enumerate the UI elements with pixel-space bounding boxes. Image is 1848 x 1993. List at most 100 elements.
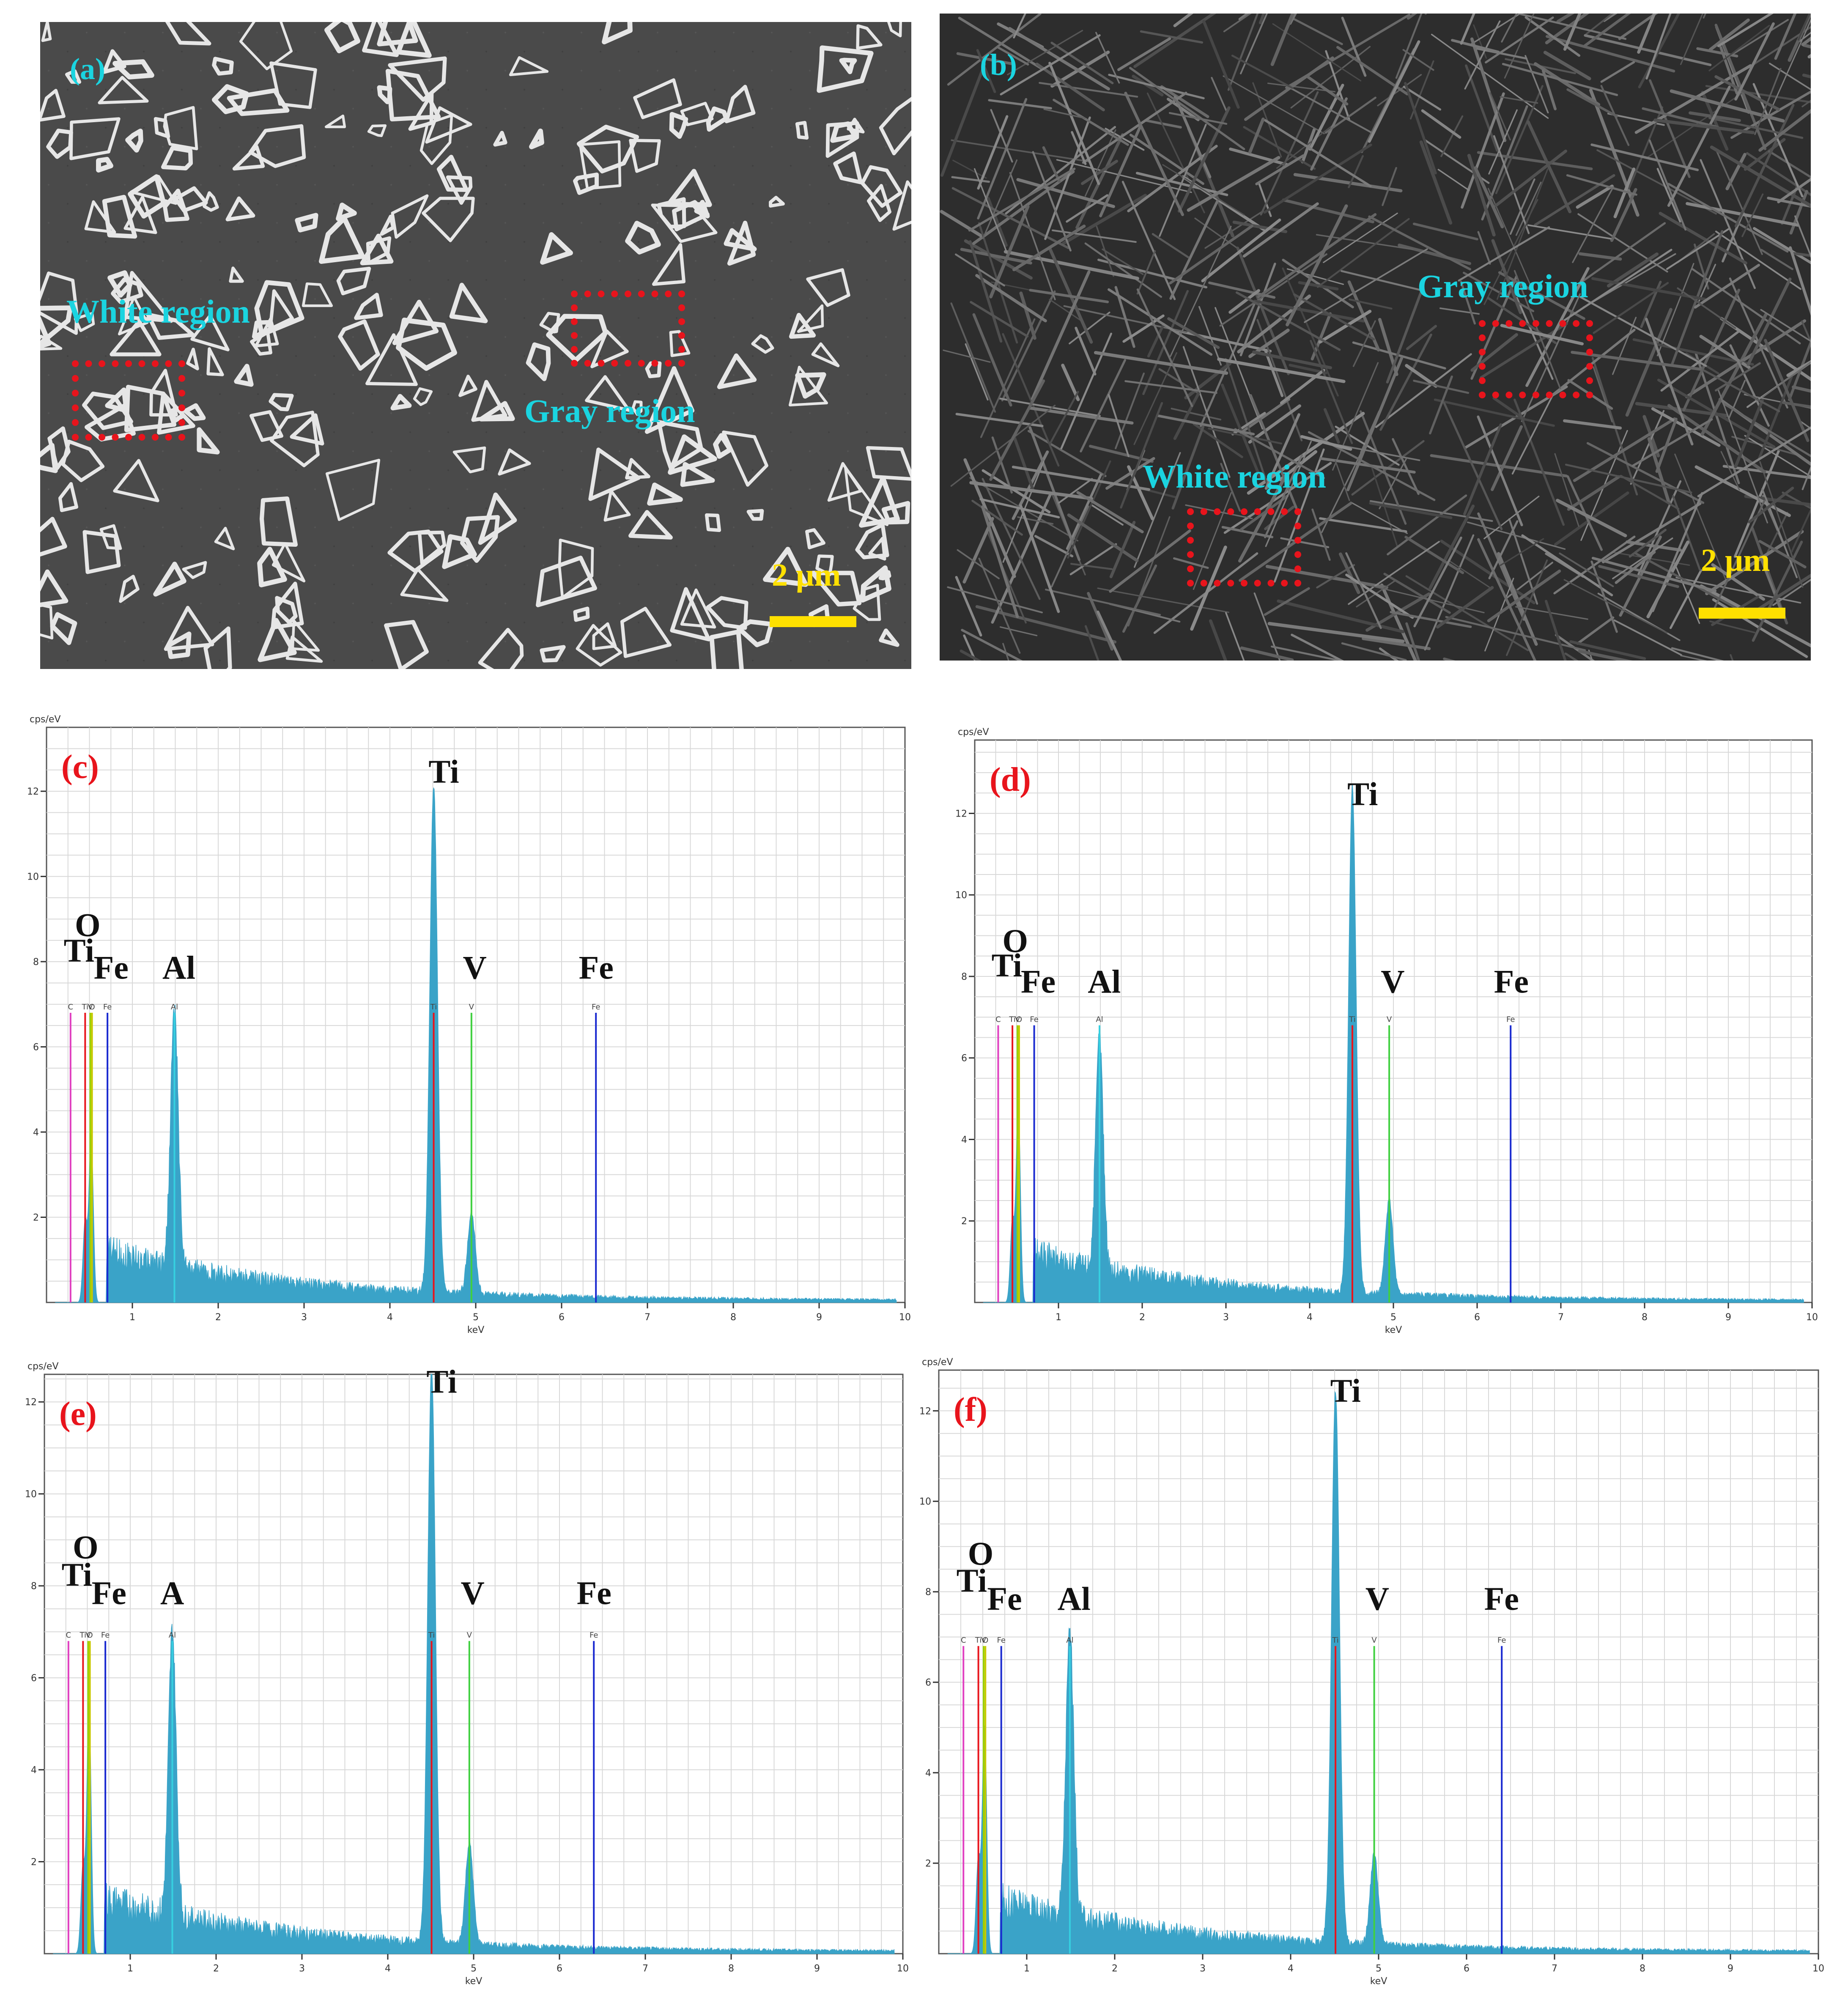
white-phase-particle (40, 334, 63, 351)
martensite-lath (1070, 563, 1113, 570)
element-marker-label: V (85, 1631, 91, 1640)
martensite-lath (1758, 540, 1807, 568)
martensite-lath (1567, 475, 1620, 511)
martensite-lath (1440, 540, 1536, 604)
martensite-lath (1563, 579, 1668, 634)
martensite-lath (1219, 253, 1327, 327)
white-phase-particle (232, 145, 265, 171)
white-phase-particle (713, 433, 733, 459)
white-phase-particle (259, 496, 298, 547)
martensite-lath (979, 498, 1060, 518)
martensite-lath (1404, 535, 1464, 574)
white-phase-particle (225, 196, 255, 222)
white-phase-particle (536, 556, 597, 607)
white-phase-particle (110, 319, 162, 356)
martensite-lath (1209, 619, 1228, 661)
martensite-lath (1383, 573, 1451, 614)
gray-region-box (1479, 320, 1593, 398)
martensite-lath (1352, 341, 1446, 370)
martensite-lath (1543, 51, 1591, 80)
martensite-lath (1039, 82, 1138, 98)
martensite-lath (1319, 457, 1416, 474)
sem-image-b: (b) Gray region White region 2 μm (940, 14, 1811, 661)
sem-panel-label: (a) (70, 52, 105, 86)
martensite-lath (1421, 109, 1461, 139)
martensite-lath (1596, 149, 1717, 215)
martensite-lath (1035, 63, 1105, 112)
white-phase-particle (367, 124, 387, 137)
white-phase-particle (113, 459, 159, 502)
white-phase-particle (602, 22, 633, 44)
y-tick-label: 10 (919, 1497, 931, 1507)
martensite-lath (1300, 435, 1352, 451)
martensite-lath (1544, 600, 1567, 661)
gray-region-label: Gray region (524, 392, 695, 429)
white-phase-particle (214, 526, 235, 551)
white-phase-particle (365, 333, 418, 386)
martensite-lath (1677, 287, 1736, 329)
martensite-lath (1477, 538, 1537, 661)
x-tick-label: 6 (557, 1963, 562, 1974)
white-phase-particle (706, 596, 749, 630)
martensite-lath (1680, 655, 1708, 661)
martensite-lath (1642, 415, 1660, 458)
martensite-lath (1655, 417, 1678, 473)
martensite-lath (1282, 267, 1339, 397)
martensite-lath (1145, 119, 1182, 129)
martensite-lath (1500, 324, 1584, 345)
white-region-box (72, 360, 185, 441)
martensite-lath (1346, 356, 1404, 491)
white-phase-particle (248, 124, 306, 168)
martensite-lath (1398, 244, 1471, 265)
martensite-lath (1645, 14, 1672, 80)
white-phase-particle (271, 542, 306, 583)
martensite-lath (1386, 290, 1423, 384)
martensite-lath (1067, 460, 1111, 559)
martensite-lath (1239, 263, 1276, 356)
white-phase-particle (149, 369, 178, 417)
martensite-lath (973, 168, 1008, 254)
martensite-lath (951, 187, 1069, 249)
peak-annotation: Al (1088, 963, 1121, 1000)
element-marker-label: Ti (80, 1631, 86, 1640)
white-phase-particle (722, 430, 768, 487)
white-phase-particle (40, 517, 67, 557)
white-phase-particle (186, 348, 199, 370)
martensite-lath (1700, 159, 1756, 289)
martensite-lath (1669, 569, 1703, 629)
white-phase-particle (269, 393, 294, 411)
white-phase-particle (670, 587, 711, 641)
martensite-lath (1602, 502, 1702, 564)
martensite-lath (982, 469, 1051, 514)
martensite-lath (1753, 227, 1811, 264)
martensite-lath (1653, 118, 1755, 134)
martensite-lath (1480, 322, 1568, 379)
white-phase-particle (425, 106, 472, 144)
martensite-lath (947, 14, 1042, 86)
white-phase-particle (509, 56, 549, 77)
martensite-lath (1509, 178, 1535, 235)
martensite-lath (1120, 402, 1163, 509)
martensite-lath (1674, 453, 1727, 580)
white-phase-particle (269, 61, 317, 109)
martensite-lath (1097, 587, 1229, 613)
white-phase-particle (879, 628, 899, 647)
x-tick-label: 5 (473, 1312, 479, 1323)
white-phase-particle (449, 282, 488, 323)
martensite-lath (1612, 537, 1673, 579)
martensite-lath (1566, 174, 1637, 196)
martensite-lath (1513, 398, 1565, 526)
martensite-lath (1012, 466, 1151, 491)
martensite-lath (1591, 557, 1717, 592)
spectrum-trace (983, 784, 1804, 1303)
white-phase-particle (847, 118, 865, 134)
martensite-lath (1744, 435, 1811, 477)
martensite-lath (1348, 541, 1440, 605)
martensite-lath (1458, 226, 1550, 282)
martensite-lath (1029, 289, 1109, 304)
martensite-lath (1171, 328, 1272, 353)
martensite-lath (1759, 461, 1804, 588)
white-phase-particle (629, 139, 661, 173)
martensite-lath (1440, 115, 1464, 157)
martensite-lath (1652, 492, 1703, 612)
